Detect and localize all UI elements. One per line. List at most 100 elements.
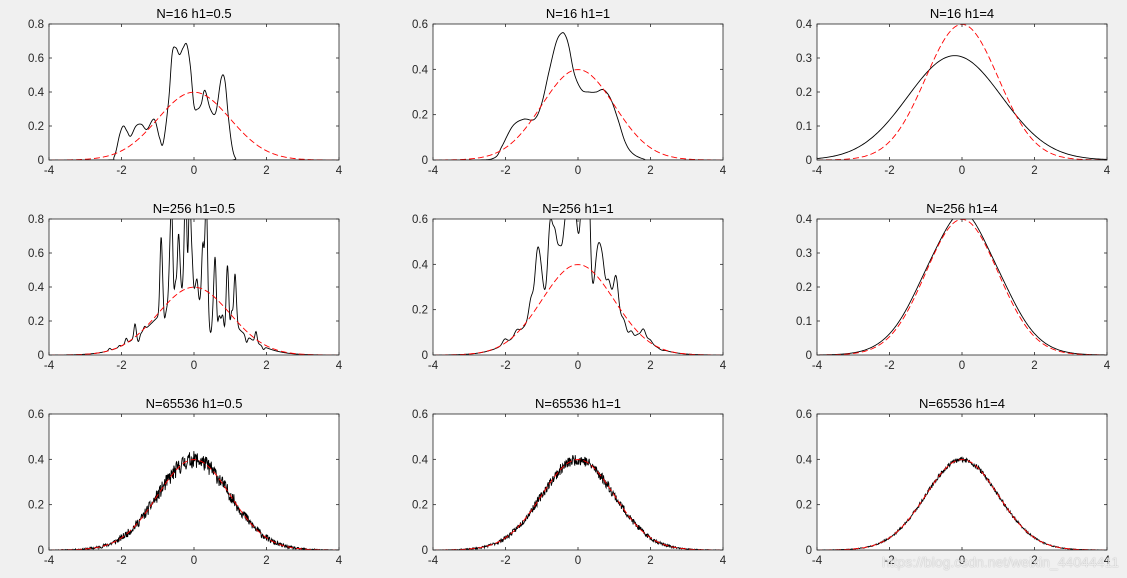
true-pdf-line	[49, 459, 339, 550]
y-tick-label: 0	[38, 350, 44, 362]
plot-area	[433, 24, 723, 160]
y-tick-label: 0.4	[28, 282, 45, 294]
x-tick-label: -2	[884, 555, 894, 567]
y-tick-label: 0.2	[796, 500, 812, 512]
x-tick-label: 4	[336, 555, 343, 567]
y-tick-label: 0	[38, 155, 44, 167]
x-tick-label: -2	[116, 360, 126, 372]
y-tick-label: 0	[422, 350, 428, 362]
y-tick-label: 0.2	[412, 305, 428, 317]
plot-area	[49, 24, 339, 160]
x-tick-label: 2	[1031, 360, 1037, 372]
x-tick-label: -4	[44, 165, 55, 177]
y-tick-label: 0.6	[28, 53, 44, 65]
subplot-8: -4 -2 0 2 4 0 0.2 0.4 0.6 N=65536 h1=1	[412, 396, 727, 567]
y-tick-label: 0.4	[796, 454, 813, 466]
subplot-4: -4 -2 0 2 4 0 0.2 0.4 0.6 0.8 N=256 h1=0.5	[28, 201, 343, 372]
subplot-7: -4 -2 0 2 4 0 0.2 0.4 0.6 N=65536 h1=0.5	[28, 396, 343, 567]
y-tick-label: 0.6	[28, 248, 44, 260]
x-tick-label: -4	[428, 555, 439, 567]
x-tick-label: 4	[720, 360, 727, 372]
y-tick-label: 0.6	[412, 19, 428, 31]
y-tick-label: 0.8	[28, 214, 44, 226]
x-tick-label: -4	[812, 555, 823, 567]
x-tick-label: -4	[44, 360, 55, 372]
subplot-title: N=16 h1=1	[546, 6, 610, 21]
subplot-2: -4 -2 0 2 4 0 0.2 0.4 0.6 N=16 h1=1	[412, 6, 727, 177]
subplot-title: N=16 h1=0.5	[156, 6, 231, 21]
x-tick-label: 4	[720, 165, 727, 177]
subplot-title: N=65536 h1=4	[919, 396, 1005, 411]
true-pdf-line	[49, 91, 339, 160]
x-tick-label: -2	[884, 165, 894, 177]
x-tick-label: 0	[191, 165, 197, 177]
subplot-title: N=256 h1=4	[926, 201, 998, 216]
y-tick-label: 0.2	[796, 282, 812, 294]
x-tick-label: -2	[116, 555, 126, 567]
x-tick-label: 4	[720, 555, 727, 567]
y-tick-label: 0.1	[796, 316, 812, 328]
x-tick-label: -2	[500, 555, 510, 567]
x-tick-label: 2	[263, 360, 269, 372]
x-tick-label: 0	[959, 555, 965, 567]
y-tick-label: 0.4	[412, 454, 429, 466]
x-tick-label: 0	[959, 360, 965, 372]
x-tick-label: -4	[428, 360, 439, 372]
y-tick-label: 0.1	[796, 121, 812, 133]
true-pdf-line	[433, 459, 723, 550]
x-tick-label: 4	[336, 165, 343, 177]
y-tick-label: 0.6	[796, 409, 812, 421]
true-pdf-line	[49, 286, 339, 355]
x-tick-label: 2	[647, 360, 653, 372]
plot-area	[433, 219, 723, 355]
x-tick-label: 0	[575, 555, 581, 567]
subplot-title: N=256 h1=0.5	[153, 201, 235, 216]
y-tick-label: 0	[806, 350, 812, 362]
y-tick-label: 0.6	[28, 409, 44, 421]
subplot-3: -4 -2 0 2 4 0 0.1 0.2 0.3 0.4 N=16 h1=4	[796, 6, 1111, 177]
x-tick-label: 4	[1104, 555, 1111, 567]
y-tick-label: 0.2	[796, 87, 812, 99]
y-tick-label: 0.4	[28, 454, 45, 466]
x-tick-label: -2	[500, 165, 510, 177]
y-tick-label: 0	[38, 545, 44, 557]
true-pdf-line	[817, 459, 1107, 550]
x-tick-label: 2	[647, 165, 653, 177]
x-tick-label: -4	[812, 165, 823, 177]
y-tick-label: 0.2	[28, 500, 44, 512]
x-tick-label: 2	[263, 165, 269, 177]
subplot-5: -4 -2 0 2 4 0 0.2 0.4 0.6 N=256 h1=1	[412, 201, 727, 372]
x-tick-label: 0	[959, 165, 965, 177]
plot-area	[817, 414, 1107, 550]
x-tick-label: -2	[116, 165, 126, 177]
y-tick-label: 0.4	[796, 214, 813, 226]
watermark: https://blog.csdn.net/weixin_44044411	[881, 554, 1119, 570]
x-tick-label: 4	[1104, 360, 1111, 372]
y-tick-label: 0.4	[412, 259, 429, 271]
x-tick-label: 0	[575, 165, 581, 177]
y-tick-label: 0.4	[28, 87, 45, 99]
kernel-estimate-line	[433, 32, 723, 160]
plot-area	[817, 219, 1107, 355]
x-tick-label: -2	[500, 360, 510, 372]
y-tick-label: 0.6	[412, 214, 428, 226]
x-tick-label: 0	[575, 360, 581, 372]
x-tick-label: -2	[884, 360, 894, 372]
x-tick-label: 2	[263, 555, 269, 567]
true-pdf-line	[433, 69, 723, 160]
x-tick-label: 2	[647, 555, 653, 567]
kernel-estimate-line	[817, 55, 1107, 160]
x-tick-label: 2	[1031, 555, 1037, 567]
y-tick-label: 0.2	[28, 316, 44, 328]
subplot-1: -4 -2 0 2 4 0 0.2 0.4 0.6 0.8 N=16 h1=0.5	[28, 6, 343, 177]
y-tick-label: 0.4	[796, 19, 813, 31]
y-tick-label: 0.6	[412, 409, 428, 421]
y-tick-label: 0.2	[28, 121, 44, 133]
y-tick-label: 0.3	[796, 248, 812, 260]
x-tick-label: 2	[1031, 165, 1037, 177]
y-tick-label: 0	[806, 155, 812, 167]
plot-area	[433, 414, 723, 550]
plot-area	[49, 414, 339, 550]
y-tick-label: 0.2	[412, 500, 428, 512]
